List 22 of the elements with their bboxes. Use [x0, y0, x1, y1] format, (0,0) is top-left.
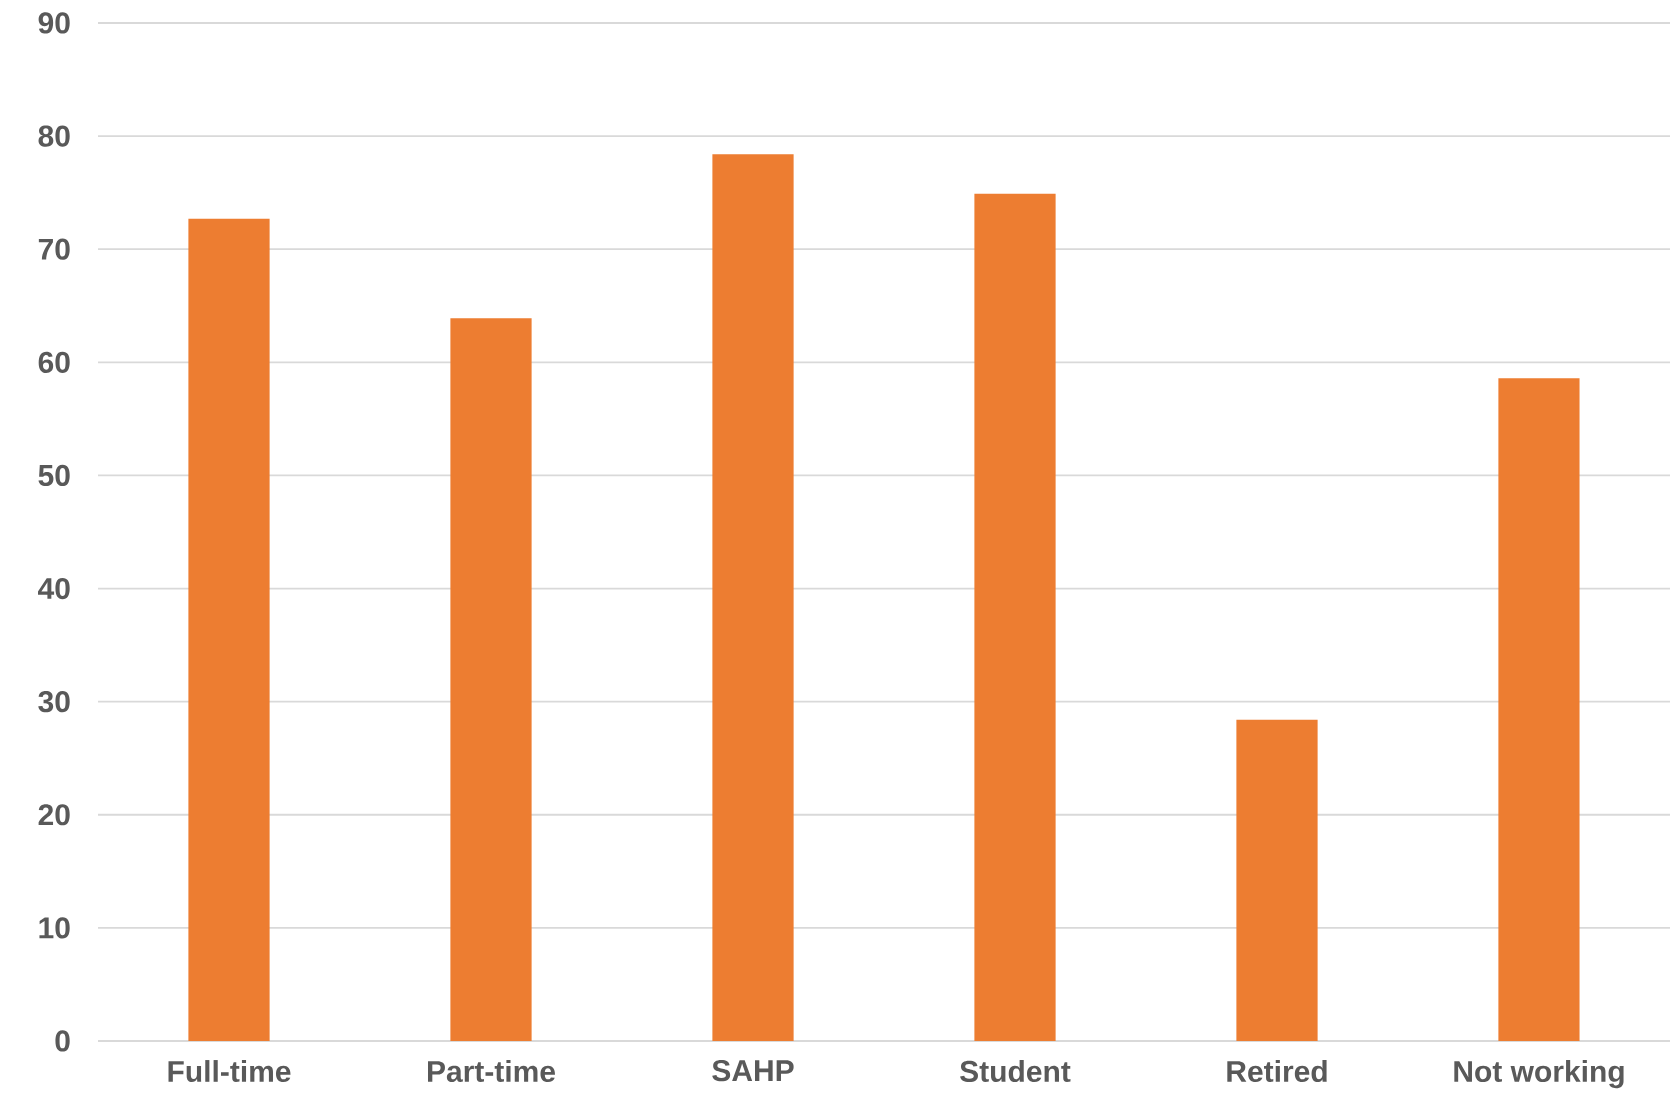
- x-tick-label: Student: [960, 1060, 1071, 1083]
- bar: [188, 218, 270, 1041]
- y-tick-label: 30: [38, 691, 70, 713]
- y-tick-label: 40: [38, 577, 70, 600]
- y-tick-label: 60: [38, 351, 70, 373]
- bar: [1236, 719, 1318, 1041]
- y-tick-label: 20: [38, 804, 70, 826]
- x-tick-label: SAHP: [712, 1060, 794, 1082]
- x-tick-label: Full-time: [168, 1060, 291, 1083]
- y-tick-label: 0: [55, 1030, 70, 1052]
- bar: [974, 193, 1056, 1041]
- bar: [450, 318, 532, 1041]
- x-tick-label: Retired: [1227, 1060, 1327, 1083]
- y-tick-label: 90: [38, 12, 70, 34]
- y-tick-label: 80: [38, 125, 70, 147]
- y-tick-label: 50: [38, 464, 70, 487]
- x-tick-label: Part-time: [428, 1060, 555, 1083]
- bar: [712, 154, 794, 1041]
- y-tick-label: 70: [38, 238, 70, 260]
- bar: [1498, 378, 1580, 1041]
- y-tick-label: 10: [39, 917, 70, 939]
- x-tick-label: Not working: [1454, 1060, 1624, 1089]
